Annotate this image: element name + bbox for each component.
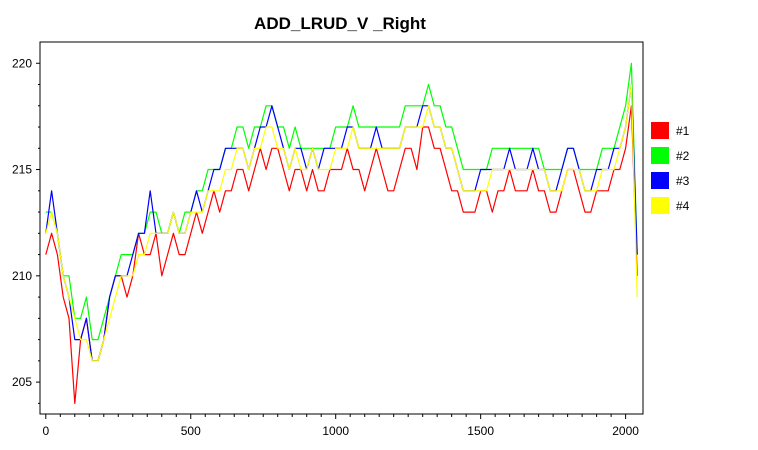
- y-tick-label: 215: [12, 163, 32, 177]
- legend-label-2: #2: [676, 149, 690, 163]
- y-tick-label: 205: [12, 375, 32, 389]
- legend-swatch-2: [651, 147, 669, 164]
- legend: #1 #2 #3 #4: [651, 122, 690, 214]
- plot-frame: [39, 41, 644, 415]
- legend-label-3: #3: [676, 174, 690, 188]
- legend-label-1: #1: [676, 124, 690, 138]
- legend-swatch-3: [651, 172, 669, 189]
- x-tick-label: 2000: [612, 424, 639, 438]
- legend-swatch-1: [651, 122, 669, 139]
- plot-area: [39, 41, 644, 415]
- series-layer: [45, 62, 638, 404]
- legend-label-4: #4: [676, 199, 690, 213]
- x-tick-label: 1500: [467, 424, 494, 438]
- axes-layer: 205 210 215 220 0 500 1000 1500 2000: [12, 56, 639, 438]
- x-tick-label: 500: [181, 424, 201, 438]
- series-line-4: [45, 83, 638, 362]
- chart-title: ADD_LRUD_V _Right: [254, 14, 426, 33]
- y-tick-label: 220: [12, 56, 32, 70]
- x-tick-label: 1000: [322, 424, 349, 438]
- legend-swatch-4: [651, 197, 669, 214]
- y-tick-label: 210: [12, 269, 32, 283]
- x-tick-label: 0: [42, 424, 49, 438]
